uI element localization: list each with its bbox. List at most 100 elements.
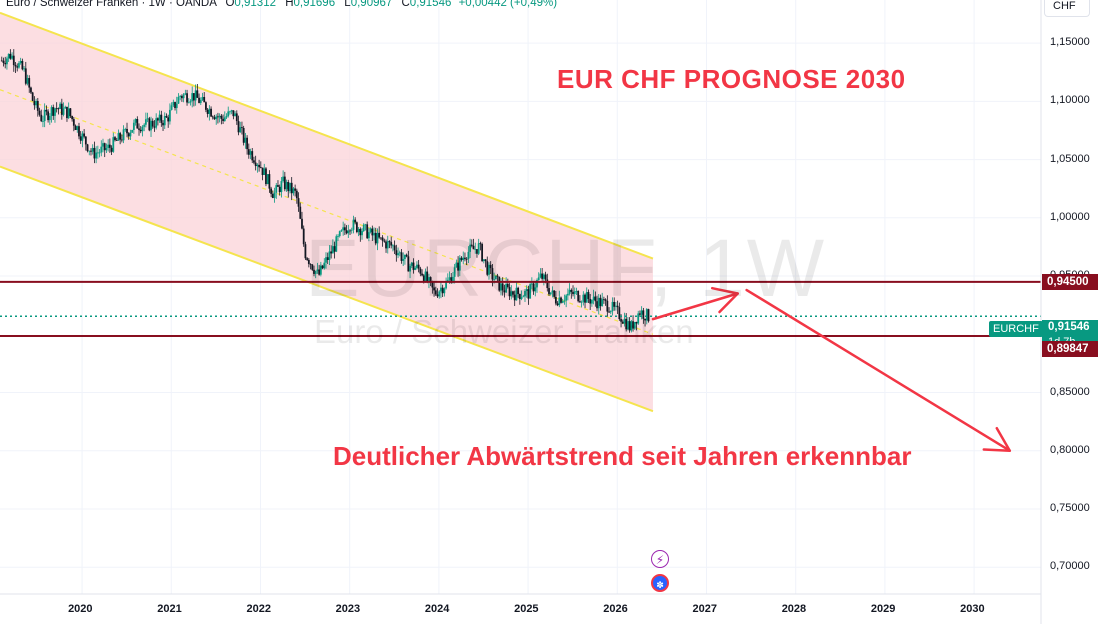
candle-body (21, 60, 24, 70)
candle-body (112, 137, 115, 152)
candle-body (253, 160, 255, 163)
candle-body (277, 185, 279, 187)
candle-body (412, 262, 415, 270)
candle-body (181, 96, 183, 99)
candle-body (500, 283, 502, 291)
time-tick-label: 2029 (870, 603, 896, 615)
currency-button[interactable]: CHF (1044, 0, 1090, 17)
candle-body (460, 257, 463, 261)
candle-body (520, 297, 523, 300)
candle-body (398, 252, 401, 254)
ticker-tag: EURCHF (989, 321, 1043, 337)
candle-body (241, 127, 243, 128)
candle-body (529, 284, 532, 299)
candle-body (217, 116, 219, 118)
candle-body (409, 265, 411, 272)
candle-body (359, 228, 362, 236)
economic-event-icon[interactable]: ✽ (651, 574, 669, 592)
candle-body (177, 96, 180, 104)
candle-body (383, 240, 386, 242)
candle-body (311, 264, 314, 270)
candle-body (534, 287, 537, 292)
candle-body (42, 121, 44, 122)
candle-body (637, 313, 640, 324)
candle-body (165, 116, 168, 118)
candle-body (488, 264, 490, 275)
candle-body (335, 236, 338, 252)
candle-body (645, 309, 648, 321)
candle-body (199, 99, 202, 103)
candle-body (563, 300, 566, 302)
candle-body (57, 108, 60, 110)
trend-arrow (745, 288, 1012, 452)
candle-body (594, 296, 597, 302)
candle-body (639, 313, 641, 315)
candle-body (203, 96, 206, 103)
candle-body (129, 132, 132, 137)
candle-body (163, 116, 166, 126)
candle-body (431, 281, 434, 288)
candle-body (144, 119, 147, 125)
time-tick-label: 2027 (692, 603, 717, 615)
candle-body (505, 283, 508, 293)
candle-body (273, 192, 276, 198)
candle-body (349, 230, 351, 232)
candles (0, 49, 650, 333)
candle-body (289, 182, 291, 192)
candle-body (609, 311, 612, 313)
candle-body (330, 251, 333, 254)
candle-body (596, 301, 598, 309)
candle-body (604, 299, 607, 301)
candle-body (151, 120, 154, 127)
candle-body (156, 118, 159, 121)
candle-body (40, 114, 43, 122)
candle-body (407, 256, 410, 272)
candle-body (122, 129, 125, 141)
candle-body (369, 228, 372, 233)
candle-body (9, 53, 12, 59)
candle-body (620, 319, 622, 322)
candle-body (79, 136, 82, 141)
lightning-icon[interactable]: ⚡ (651, 550, 669, 568)
candle-body (235, 113, 238, 122)
candle-body (417, 264, 420, 269)
candle-body (381, 237, 384, 241)
legend-bar: Euro / Schweizer Franken · 1W · OANDA O0… (6, 0, 557, 9)
candle-body (222, 118, 224, 122)
candle-body (91, 147, 94, 152)
candle-body (254, 162, 257, 167)
candle-body (294, 188, 297, 191)
candle-body (2, 60, 5, 64)
candle-body (484, 259, 487, 262)
candle-body (506, 283, 509, 288)
candle-body (86, 144, 89, 152)
candle-body (465, 258, 468, 260)
candle-body (98, 152, 101, 154)
candle-body (352, 219, 355, 230)
legend-high-label: H (285, 0, 294, 9)
candle-body (494, 275, 497, 280)
candle-body (191, 93, 194, 102)
candle-body (290, 182, 293, 194)
trend-arrows (651, 286, 1012, 452)
candle-body (400, 252, 403, 261)
candle-body (74, 125, 77, 131)
legend-symbol[interactable]: Euro / Schweizer Franken · 1W · OANDA (6, 0, 217, 9)
candle-body (302, 228, 305, 245)
legend-high: 0,91696 (293, 0, 336, 9)
candle-body (43, 109, 46, 122)
candle-body (498, 276, 501, 291)
candle-body (88, 150, 91, 152)
time-tick-label: 2030 (960, 603, 985, 615)
candle-body (587, 292, 590, 299)
candle-body (48, 115, 51, 121)
candle-body (108, 144, 111, 148)
candle-body (542, 274, 545, 279)
candle-body (611, 301, 614, 312)
candle-body (268, 174, 271, 189)
candle-body (546, 279, 549, 289)
candle-body (69, 108, 72, 117)
candle-body (508, 287, 511, 297)
candle-body (287, 181, 290, 192)
